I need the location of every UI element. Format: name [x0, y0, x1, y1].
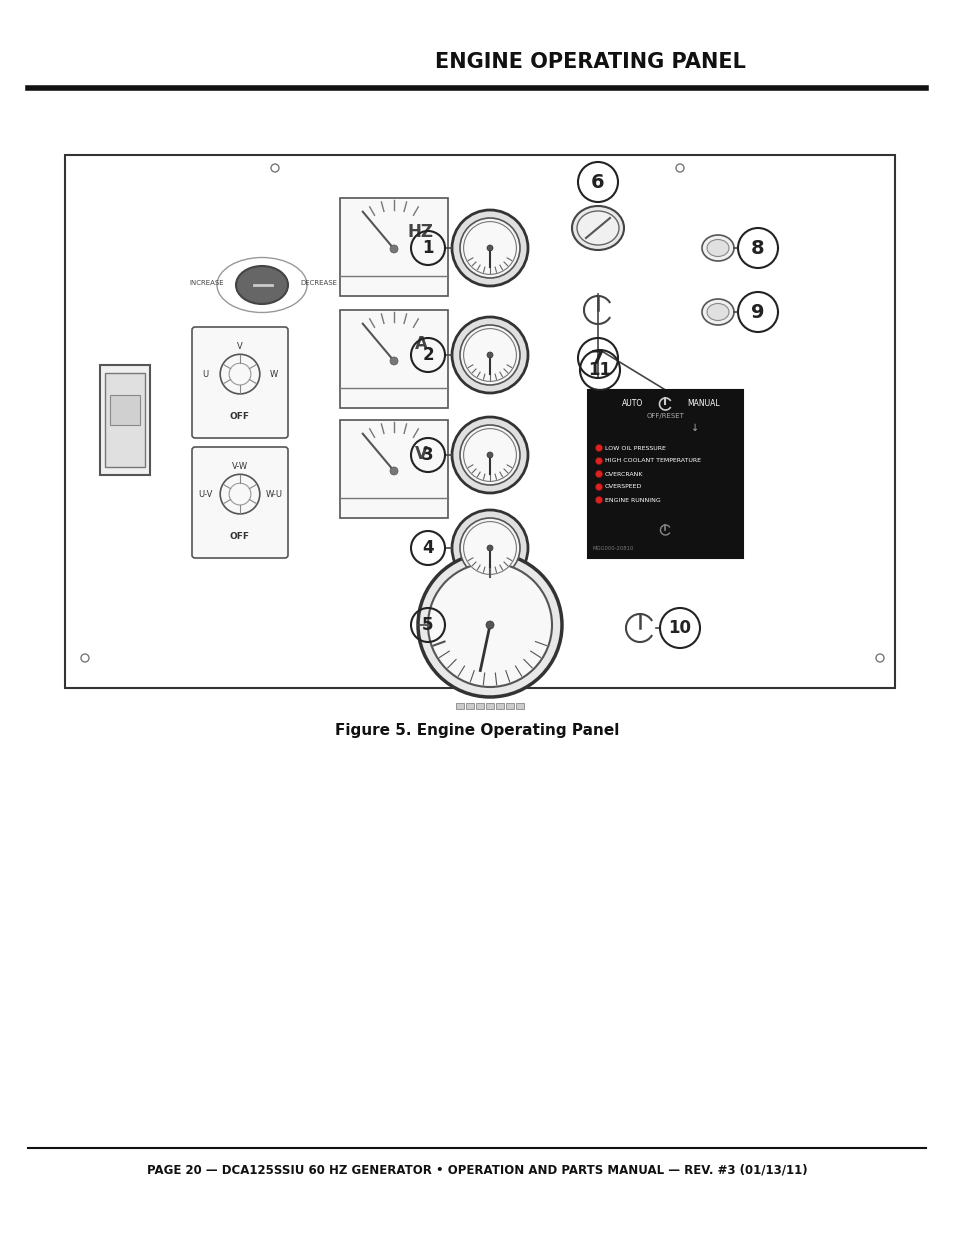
Ellipse shape: [235, 266, 288, 304]
Circle shape: [459, 219, 519, 278]
Ellipse shape: [701, 235, 733, 261]
Text: HIGH COOLANT TEMPERATURE: HIGH COOLANT TEMPERATURE: [604, 458, 700, 463]
Ellipse shape: [706, 240, 728, 257]
Bar: [456, 703, 463, 709]
Circle shape: [463, 429, 516, 482]
Text: PAGE 20 — DCA125SSIU 60 HZ GENERATOR • OPERATION AND PARTS MANUAL — REV. #3 (01/: PAGE 20 — DCA125SSIU 60 HZ GENERATOR • O…: [147, 1163, 806, 1177]
Text: 4: 4: [422, 538, 434, 557]
Circle shape: [417, 553, 561, 697]
Text: MGG000-20810: MGG000-20810: [593, 546, 634, 551]
Circle shape: [463, 221, 516, 274]
Text: W: W: [270, 369, 278, 379]
Circle shape: [595, 483, 602, 490]
Text: OVERCRANK: OVERCRANK: [604, 472, 643, 477]
Text: DECREASE: DECREASE: [299, 280, 336, 287]
Circle shape: [463, 329, 516, 382]
Text: V: V: [415, 446, 427, 463]
Bar: [339, 420, 448, 517]
Text: OFF: OFF: [230, 411, 250, 421]
Text: 6: 6: [591, 173, 604, 191]
Text: MANUAL: MANUAL: [687, 399, 720, 409]
Circle shape: [452, 417, 527, 493]
Text: V-W: V-W: [232, 462, 248, 472]
Circle shape: [428, 563, 552, 687]
Text: A: A: [415, 335, 427, 353]
Circle shape: [390, 357, 397, 366]
Bar: [100, 366, 150, 475]
Text: OFF/RESET: OFF/RESET: [646, 412, 683, 419]
Text: W-U: W-U: [266, 489, 282, 499]
Bar: [485, 703, 494, 709]
Text: U: U: [203, 369, 209, 379]
Text: HZ: HZ: [408, 224, 434, 241]
Bar: [65, 156, 894, 688]
Text: 11: 11: [588, 361, 611, 379]
Bar: [465, 703, 474, 709]
Circle shape: [452, 510, 527, 585]
Circle shape: [595, 445, 602, 452]
Bar: [496, 703, 503, 709]
Circle shape: [452, 210, 527, 287]
Bar: [339, 198, 448, 296]
Text: ENGINE RUNNING: ENGINE RUNNING: [604, 498, 660, 503]
Circle shape: [486, 352, 493, 358]
Circle shape: [459, 517, 519, 578]
Text: 1: 1: [422, 240, 434, 257]
Circle shape: [486, 452, 493, 458]
Bar: [110, 395, 140, 425]
Circle shape: [595, 496, 602, 504]
Bar: [505, 703, 514, 709]
Circle shape: [452, 317, 527, 393]
Circle shape: [485, 621, 494, 629]
Text: ENGINE OPERATING PANEL: ENGINE OPERATING PANEL: [435, 52, 744, 72]
Text: ↓: ↓: [691, 424, 699, 433]
Circle shape: [486, 245, 493, 251]
Text: AUTO: AUTO: [621, 399, 643, 409]
Circle shape: [486, 545, 493, 551]
Text: 3: 3: [422, 446, 434, 464]
Circle shape: [463, 521, 516, 574]
Text: U-V: U-V: [198, 489, 213, 499]
Text: 5: 5: [422, 616, 434, 634]
Text: OFF: OFF: [230, 531, 250, 541]
Text: 7: 7: [591, 348, 604, 368]
Text: 8: 8: [750, 238, 764, 258]
Ellipse shape: [572, 206, 623, 249]
Circle shape: [459, 425, 519, 485]
Ellipse shape: [706, 304, 728, 321]
Circle shape: [459, 325, 519, 385]
Circle shape: [390, 245, 397, 253]
FancyBboxPatch shape: [192, 447, 288, 558]
Text: 9: 9: [750, 303, 764, 321]
Bar: [476, 703, 483, 709]
Text: Figure 5. Engine Operating Panel: Figure 5. Engine Operating Panel: [335, 722, 618, 737]
Bar: [105, 373, 145, 467]
Ellipse shape: [701, 299, 733, 325]
Ellipse shape: [577, 211, 618, 245]
Circle shape: [595, 471, 602, 478]
Bar: [339, 310, 448, 408]
FancyBboxPatch shape: [192, 327, 288, 438]
Bar: [587, 390, 742, 558]
Circle shape: [390, 467, 397, 475]
Circle shape: [595, 457, 602, 464]
Text: OVERSPEED: OVERSPEED: [604, 484, 641, 489]
Text: 2: 2: [422, 346, 434, 364]
Text: 10: 10: [668, 619, 691, 637]
Text: V: V: [237, 342, 243, 351]
Text: INCREASE: INCREASE: [190, 280, 224, 287]
Text: LOW OIL PRESSURE: LOW OIL PRESSURE: [604, 446, 665, 451]
Bar: [516, 703, 523, 709]
